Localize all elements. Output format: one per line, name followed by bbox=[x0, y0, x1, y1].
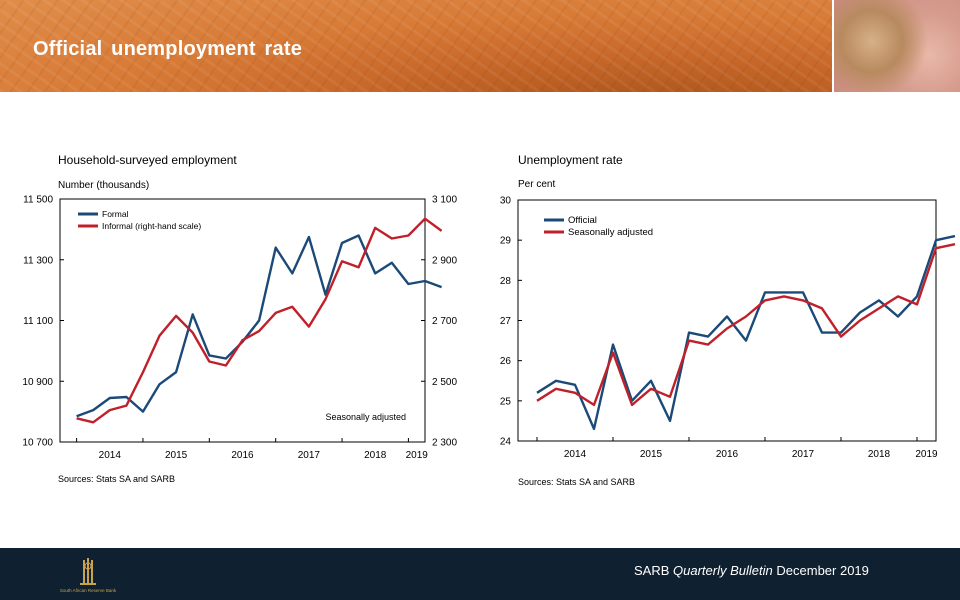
unemployment-source: Sources: Stats SA and SARB bbox=[518, 477, 636, 487]
y-tick-label-right: 2 700 bbox=[432, 316, 457, 327]
x-tick-label: 2019 bbox=[406, 450, 429, 461]
footer-prefix: SARB bbox=[634, 563, 670, 578]
sarb-emblem-icon bbox=[80, 558, 96, 585]
y-tick-label-right: 2 300 bbox=[432, 438, 457, 449]
employment-source: Sources: Stats SA and SARB bbox=[58, 474, 176, 484]
legend-label: Official bbox=[568, 215, 597, 226]
banner-divider bbox=[832, 0, 834, 92]
x-tick-label: 2015 bbox=[640, 449, 663, 460]
x-tick-label: 2017 bbox=[792, 449, 815, 460]
footer-italic-2: Bulletin bbox=[730, 563, 773, 578]
legend-label: Formal bbox=[102, 209, 129, 219]
y-tick-label-right: 2 900 bbox=[432, 255, 457, 266]
employment-chart: 2014 2015 2016 2017 2018 2019 10 700 10 900 11 1… bbox=[22, 195, 457, 462]
y-tick-label-left: 11 300 bbox=[23, 255, 53, 266]
y-tick-label-left: 10 900 bbox=[22, 377, 53, 388]
header-banner: Official unemployment rate bbox=[0, 0, 832, 92]
x-tick-label: 2015 bbox=[165, 450, 188, 461]
banner-photo bbox=[834, 0, 960, 92]
y-tick-label: 30 bbox=[500, 196, 512, 207]
x-tick-label: 2014 bbox=[99, 450, 122, 461]
y-tick-label: 25 bbox=[500, 396, 512, 407]
unemployment-unit-label: Per cent bbox=[518, 179, 556, 190]
y-tick-label-right: 2 500 bbox=[432, 377, 457, 388]
logo-caption: South African Reserve Bank bbox=[59, 588, 117, 593]
x-tick-label: 2017 bbox=[298, 450, 321, 461]
y-tick-label-left: 10 700 bbox=[22, 438, 53, 449]
y-tick-label: 29 bbox=[500, 236, 512, 247]
series-line-1 bbox=[536, 234, 956, 431]
footer-suffix: December 2019 bbox=[776, 563, 869, 578]
employment-unit-label: Number (thousands) bbox=[58, 180, 150, 191]
legend-label: Seasonally adjusted bbox=[568, 227, 653, 238]
y-tick-label: 27 bbox=[500, 316, 512, 327]
unemployment-chart: 2014 2015 2016 2017 2018 2019 24 25 26 27 28 29 30 Of… bbox=[500, 196, 956, 460]
y-tick-label: 24 bbox=[500, 437, 512, 448]
y-tick-label-right: 3 100 bbox=[432, 195, 457, 206]
series-line-1 bbox=[76, 234, 443, 418]
series-line-2 bbox=[76, 217, 443, 424]
x-tick-label: 2014 bbox=[564, 449, 587, 460]
y-tick-label-left: 11 500 bbox=[23, 195, 53, 206]
x-tick-label: 2018 bbox=[868, 449, 891, 460]
x-tick-label: 2018 bbox=[364, 450, 387, 461]
x-tick-label: 2019 bbox=[915, 449, 938, 460]
x-tick-label: 2016 bbox=[231, 450, 254, 461]
unemployment-chart-title: Unemployment rate bbox=[518, 153, 623, 167]
footer-italic-1: Quarterly bbox=[673, 563, 727, 578]
x-tick-label: 2016 bbox=[716, 449, 739, 460]
footer-bar: South African Reserve Bank SARB Quarterl… bbox=[0, 548, 960, 600]
y-tick-label: 26 bbox=[500, 356, 512, 367]
footer-citation: SARB Quarterly Bulletin December 2019 bbox=[634, 563, 869, 578]
chart-note: Seasonally adjusted bbox=[325, 412, 406, 422]
page-title: Official unemployment rate bbox=[33, 38, 303, 60]
plot-frame bbox=[59, 198, 426, 443]
y-tick-label: 28 bbox=[500, 276, 512, 287]
employment-chart-title: Household-surveyed employment bbox=[58, 153, 237, 167]
sarb-logo: South African Reserve Bank bbox=[58, 556, 118, 596]
y-tick-label-left: 11 100 bbox=[23, 316, 53, 327]
series-line-2 bbox=[536, 243, 956, 407]
legend-label: Informal (right-hand scale) bbox=[102, 221, 201, 231]
